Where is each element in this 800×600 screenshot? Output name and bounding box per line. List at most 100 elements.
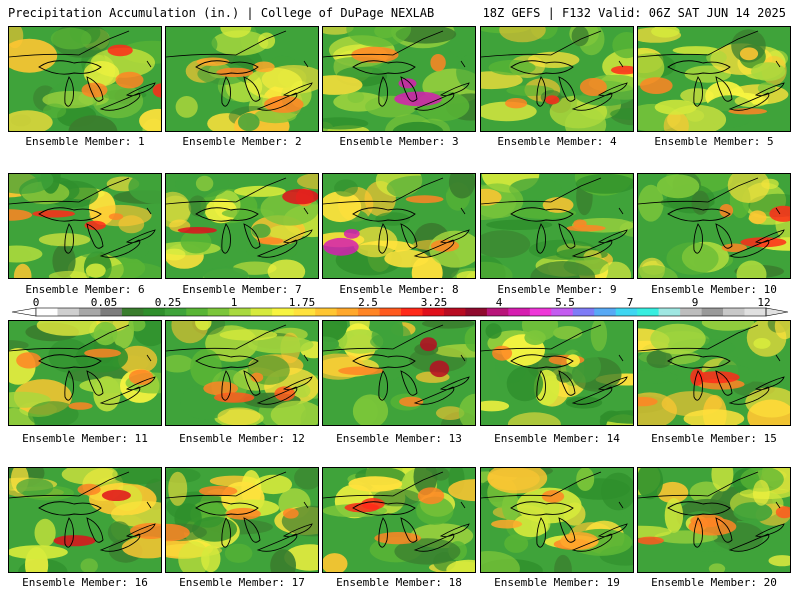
ensemble-member-label: Ensemble Member: 11 [22, 432, 148, 445]
colorbar-tick-label: 4 [495, 296, 503, 309]
precip-field [9, 27, 161, 131]
border-outline [166, 177, 309, 215]
colorbar-tick-label: 0 [32, 296, 40, 309]
ensemble-member-label: Ensemble Member: 5 [654, 135, 774, 148]
border-outline [323, 177, 466, 215]
colorbar-bin [637, 308, 659, 316]
precip-field [481, 468, 633, 572]
colorbar-bin [422, 308, 445, 316]
ensemble-member-map-13 [322, 320, 476, 426]
precip-field [9, 468, 161, 572]
great-lakes-outline [352, 207, 470, 258]
precip-field [638, 321, 790, 425]
ensemble-member-label: Ensemble Member: 15 [651, 432, 777, 445]
colorbar-bin [529, 308, 552, 316]
border-outline [9, 471, 152, 509]
colorbar-bin [701, 308, 724, 316]
ensemble-member-map-12 [165, 320, 319, 426]
precip-field [638, 174, 790, 278]
precip-field [323, 174, 475, 278]
ensemble-member-map-9 [480, 173, 634, 279]
ensemble-member-label: Ensemble Member: 7 [182, 283, 302, 296]
ensemble-member-label: Ensemble Member: 13 [336, 432, 462, 445]
precip-field [166, 27, 318, 131]
colorbar-bin [315, 308, 337, 316]
colorbar-bin [293, 308, 316, 316]
ensemble-member-map-19 [480, 467, 634, 573]
border-outline [323, 324, 466, 362]
great-lakes-outline [352, 354, 470, 405]
great-lakes-outline [195, 60, 313, 111]
great-lakes-outline [667, 354, 785, 405]
ensemble-member-label: Ensemble Member: 20 [651, 576, 777, 589]
great-lakes-outline [510, 354, 628, 405]
great-lakes-outline [667, 501, 785, 552]
colorbar-bin [164, 308, 187, 316]
colorbar-bin [486, 308, 509, 316]
ensemble-member-map-17 [165, 467, 319, 573]
colorbar-bin [615, 308, 638, 316]
border-outline [9, 30, 152, 68]
ensemble-member-label: Ensemble Member: 2 [182, 135, 302, 148]
border-outline [9, 177, 152, 215]
great-lakes-outline [195, 207, 313, 258]
product-title: Precipitation Accumulation (in.) | Colle… [8, 6, 435, 20]
colorbar-bin [336, 308, 359, 316]
colorbar-svg [11, 307, 789, 317]
great-lakes-outline [195, 354, 313, 405]
ensemble-member-label: Ensemble Member: 19 [494, 576, 620, 589]
colorbar-bin [572, 308, 595, 316]
great-lakes-outline [352, 501, 470, 552]
colorbar-bin [443, 308, 466, 316]
ensemble-member-label: Ensemble Member: 1 [25, 135, 145, 148]
ensemble-member-map-8 [322, 173, 476, 279]
colorbar-tick-label: 3.25 [420, 296, 448, 309]
great-lakes-outline [352, 60, 470, 111]
colorbar-min-arrow [11, 307, 37, 317]
ensemble-member-map-7 [165, 173, 319, 279]
colorbar-bin [250, 308, 273, 316]
ensemble-member-map-1 [8, 26, 162, 132]
colorbar-bin [379, 308, 402, 316]
colorbar-tick-label: 1 [230, 296, 238, 309]
border-outline [481, 177, 624, 215]
precip-field [323, 27, 475, 131]
ensemble-member-map-3 [322, 26, 476, 132]
ensemble-member-label: Ensemble Member: 12 [179, 432, 305, 445]
colorbar-bin [358, 308, 380, 316]
ensemble-member-label: Ensemble Member: 9 [497, 283, 617, 296]
colorbar-bin [207, 308, 230, 316]
colorbar-bin [78, 308, 101, 316]
colorbar-bin [508, 308, 531, 316]
ensemble-member-map-20 [637, 467, 791, 573]
precip-field [323, 321, 475, 425]
ensemble-member-map-4 [480, 26, 634, 132]
model-run-valid-time: 18Z GEFS | F132 Valid: 06Z SAT JUN 14 20… [482, 6, 786, 20]
border-outline [166, 30, 309, 68]
ensemble-member-label: Ensemble Member: 14 [494, 432, 620, 445]
colorbar-bin [229, 308, 252, 316]
colorbar-bin [186, 308, 209, 316]
great-lakes-outline [510, 501, 628, 552]
ensemble-member-map-16 [8, 467, 162, 573]
ensemble-member-label: Ensemble Member: 4 [497, 135, 617, 148]
colorbar-tick-label: 12 [757, 296, 771, 309]
precip-field [481, 321, 633, 425]
ensemble-member-map-5 [637, 26, 791, 132]
ensemble-member-map-2 [165, 26, 319, 132]
great-lakes-outline [510, 207, 628, 258]
ensemble-member-label: Ensemble Member: 16 [22, 576, 148, 589]
precip-field [638, 27, 790, 131]
border-outline [323, 30, 466, 68]
great-lakes-outline [38, 501, 156, 552]
colorbar-bin [551, 308, 574, 316]
colorbar-tick-label: 1.75 [288, 296, 316, 309]
colorbar-bin [658, 308, 681, 316]
great-lakes-outline [38, 60, 156, 111]
colorbar-bin [36, 308, 58, 316]
border-outline [481, 324, 624, 362]
border-outline [481, 30, 624, 68]
great-lakes-outline [667, 207, 785, 258]
colorbar-tick-label: 7 [626, 296, 634, 309]
great-lakes-outline [667, 60, 785, 111]
